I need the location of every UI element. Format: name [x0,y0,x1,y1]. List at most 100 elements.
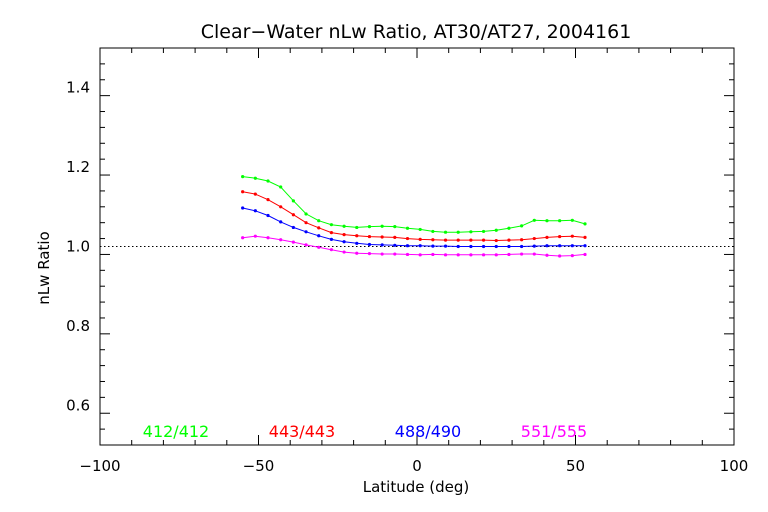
data-point [393,243,397,247]
data-point [558,234,562,239]
data-point [266,213,270,218]
axis-tick-labels: −100 −50 0 50 100 0.6 0.8 1.0 1.2 1.4 [66,79,748,475]
data-point [355,234,359,238]
data-point [431,244,435,248]
x-tick-label: −100 [79,457,120,475]
data-point [279,185,283,189]
data-point [342,250,346,254]
y-tick-label: 1.0 [66,238,90,256]
data-point [481,253,486,257]
data-point [279,238,283,242]
data-point [570,254,574,258]
data-point [241,175,245,179]
data-point [418,253,422,257]
data-point [342,240,346,244]
data-point [456,244,460,249]
data-point [520,224,524,228]
data-point [558,254,562,258]
legend-entry: 443/443 [269,422,335,441]
data-point [507,238,511,242]
data-point [418,237,422,241]
y-tick-label: 1.4 [66,79,90,97]
data-point [456,230,460,234]
data-point [545,253,549,257]
y-axis-label: nLw Ratio [35,231,53,304]
y-tick-label: 0.6 [66,396,90,414]
legend-entry: 412/412 [143,422,209,441]
data-point [241,236,245,240]
data-point [443,244,448,248]
data-point [583,222,587,226]
data-point [355,225,359,230]
data-point [532,236,536,241]
data-point [266,179,270,183]
data-point [367,225,372,229]
data-point [253,192,257,196]
data-point [418,244,422,248]
data-point [443,230,448,234]
data-point [355,241,359,245]
data-point [380,252,384,256]
data-point [494,253,498,257]
data-point [583,235,587,239]
data-point [380,243,384,247]
data-point [545,235,549,239]
axis-ticks [99,47,735,446]
data-point [443,238,448,242]
data-point [570,244,574,248]
data-point [431,252,435,257]
data-point [291,199,295,203]
data-point [583,252,587,257]
data-point [367,242,372,247]
data-point [291,213,295,217]
x-tick-label: 0 [412,457,422,475]
data-point [456,238,460,242]
data-point [253,176,257,180]
data-point [469,244,473,249]
legend-entry: 551/555 [521,422,587,441]
data-point [393,235,397,239]
chart-title: Clear−Water nLw Ratio, AT30/AT27, 200416… [201,21,632,43]
data-point [291,225,295,230]
data-point [279,220,283,224]
data-point [253,234,257,238]
data-point [329,223,334,227]
data-point [431,238,435,242]
data-point [545,219,549,223]
data-point [405,252,410,257]
data-point [481,244,486,249]
data-point [456,253,460,257]
data-point [329,248,334,252]
data-point [558,244,562,248]
data-point [380,224,384,228]
data-point [507,252,511,257]
y-tick-label: 1.2 [66,158,90,176]
data-point [393,252,397,256]
x-tick-label: 50 [566,457,585,475]
data-point [431,229,435,234]
data-point [317,226,321,230]
data-point [418,227,422,232]
data-point [342,232,346,237]
data-point [304,243,308,247]
data-point [405,226,410,230]
data-point [241,190,245,194]
data-point [532,244,536,248]
series-line [242,235,586,257]
data-point [520,252,524,256]
data-point [342,224,346,228]
data-point [520,238,524,242]
data-point [469,253,473,257]
data-point [317,234,321,238]
data-point [469,230,473,234]
data-point [494,244,498,249]
data-point [558,219,562,223]
data-point [532,218,536,222]
data-point [266,198,270,202]
data-point [304,221,308,225]
series-group [241,175,587,258]
data-point [570,218,574,222]
x-tick-label: −50 [243,457,275,475]
series-line [242,207,585,247]
